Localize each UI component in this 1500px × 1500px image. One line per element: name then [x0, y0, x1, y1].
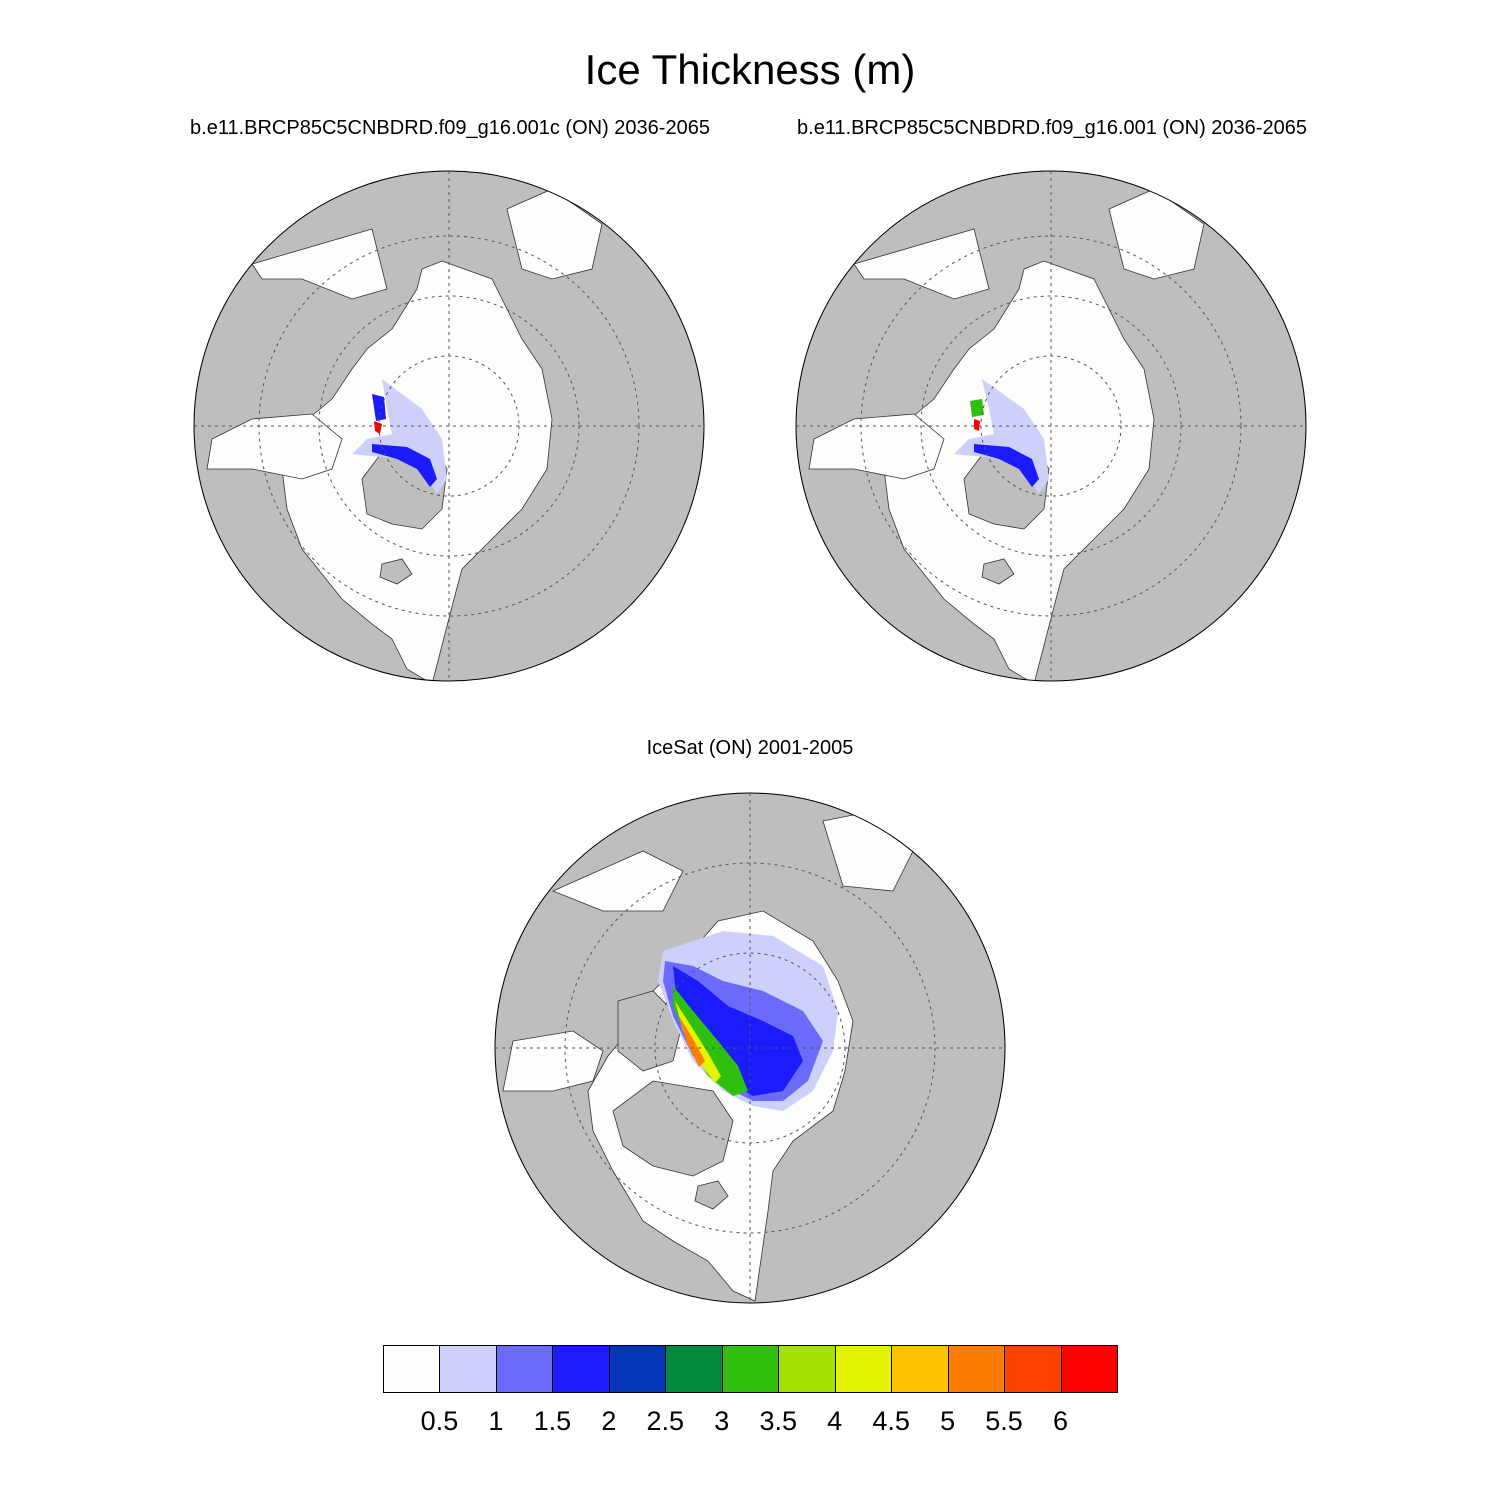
graticule — [194, 171, 704, 681]
north-atlantic — [808, 413, 945, 480]
ice-thickness-dark — [673, 966, 803, 1096]
colorbar-swatch — [721, 1345, 780, 1393]
ice-thickness-dark-2 — [372, 394, 386, 421]
colorbar-swatch — [1060, 1345, 1118, 1393]
greenland — [612, 1080, 734, 1177]
north-pacific — [853, 228, 990, 300]
colorbar-swatch — [552, 1345, 610, 1393]
svalbard — [694, 1180, 729, 1210]
graticule — [495, 793, 1005, 1303]
ice-thickness-yellow — [675, 1001, 721, 1083]
graticule — [796, 171, 1306, 681]
polar-map-model-left — [193, 170, 705, 682]
svalbard — [379, 558, 413, 585]
bering-strait — [506, 188, 603, 280]
panel-left-subtitle: b.e11.BRCP85C5CNBDRD.f09_g16.001c (ON) 2… — [190, 117, 710, 139]
colorbar-tick-label: 4.5 — [872, 1406, 910, 1436]
colorbar-swatch — [383, 1345, 441, 1393]
colorbar-swatch — [778, 1345, 836, 1393]
north-pacific — [551, 850, 684, 912]
north-atlantic — [502, 1030, 604, 1092]
north-pacific — [251, 228, 388, 300]
colorbar-tick-label: 0.5 — [420, 1406, 459, 1436]
colorbar-swatch — [1004, 1345, 1062, 1393]
ice-thickness-dark — [974, 444, 1039, 487]
ice-thickness-red — [374, 421, 382, 434]
bering-strait — [1108, 188, 1205, 280]
colorbar-tick-label: 1.5 — [533, 1406, 572, 1436]
colorbar-tick-label: 3 — [714, 1406, 730, 1436]
colorbar-swatch — [891, 1345, 949, 1393]
colorbar-tick-label: 4 — [827, 1406, 843, 1436]
panel-bottom-subtitle: IceSat (ON) 2001-2005 — [646, 737, 854, 759]
colorbar-tick-label: 6 — [1053, 1406, 1069, 1436]
colorbar — [383, 1345, 1118, 1395]
colorbar-tick-label: 3.5 — [759, 1406, 797, 1436]
colorbar-tick-label: 2.5 — [646, 1406, 685, 1436]
colorbar-tick-label: 2 — [601, 1406, 617, 1436]
canadian-archipelago — [617, 990, 684, 1072]
panel-right-subtitle: b.e11.BRCP85C5CNBDRD.f09_g16.001 (ON) 20… — [797, 117, 1307, 139]
colorbar-tick-label: 5.5 — [985, 1406, 1023, 1436]
colorbar-tick-label: 5 — [940, 1406, 956, 1436]
colorbar-swatch — [608, 1345, 667, 1393]
colorbar-swatch — [439, 1345, 497, 1393]
colorbar-tick-label: 1 — [488, 1406, 504, 1436]
colorbar-swatch — [495, 1345, 554, 1393]
colorbar-swatch — [947, 1345, 1006, 1393]
ice-thickness-red — [974, 419, 980, 431]
svalbard — [981, 558, 1015, 585]
ice-thickness-dark — [372, 444, 437, 487]
polar-map-icesat — [494, 792, 1006, 1304]
colorbar-swatch — [834, 1345, 893, 1393]
figure-title: Ice Thickness (m) — [584, 46, 916, 93]
north-atlantic — [206, 413, 343, 480]
ice-thickness-green — [673, 986, 748, 1096]
polar-map-model-right — [795, 170, 1307, 682]
ice-thickness-orange — [679, 1016, 705, 1067]
ice-thickness-green — [970, 399, 984, 417]
colorbar-swatch — [665, 1345, 723, 1393]
